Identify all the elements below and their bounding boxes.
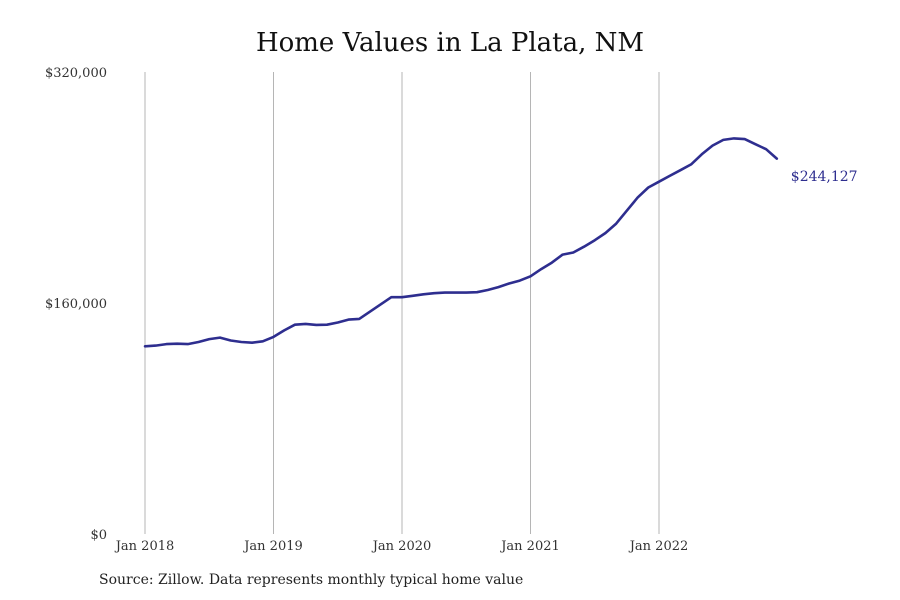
- y-tick-label: $160,000: [45, 297, 107, 312]
- y-tick-label: $320,000: [45, 66, 107, 81]
- x-tick-label: Jan 2018: [114, 539, 175, 554]
- x-tick-label: Jan 2022: [628, 539, 689, 554]
- y-axis-ticks: $0 $160,000 $320,000: [45, 66, 107, 543]
- x-tick-label: Jan 2021: [499, 539, 560, 554]
- x-axis-ticks: Jan 2018 Jan 2019 Jan 2020 Jan 2021 Jan 2022: [114, 539, 689, 554]
- chart-title: Home Values in La Plata, NM: [255, 28, 645, 58]
- gridlines: [144, 72, 660, 534]
- source-note: Source: Zillow. Data represents monthly …: [99, 572, 524, 588]
- series-line-group: [143, 137, 779, 348]
- y-tick-label: $0: [90, 528, 107, 543]
- end-label-group: $244,127: [791, 169, 858, 185]
- end-value-label: $244,127: [791, 169, 858, 185]
- x-tick-label: Jan 2019: [242, 539, 303, 554]
- x-tick-label: Jan 2020: [371, 539, 432, 554]
- series-line: [143, 137, 779, 348]
